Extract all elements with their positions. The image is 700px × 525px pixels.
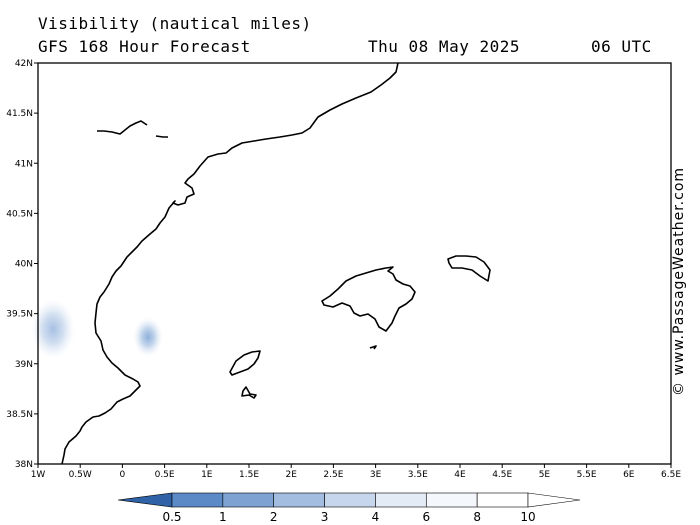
lon-tick-label: 4.5E: [492, 470, 512, 480]
lon-tick-label: 5E: [539, 470, 551, 480]
lat-tick-label: 41.5N: [6, 109, 33, 119]
lon-tick-label: 1.5E: [239, 470, 259, 480]
credit-text: © www.PassageWeather.com: [671, 166, 687, 396]
colorbar-label: 0.5: [162, 510, 181, 524]
mallorca-coastline: [321, 266, 416, 332]
lon-tick-label: 5.5E: [577, 470, 597, 480]
lat-tick-label: 40.5N: [6, 209, 33, 219]
colorbar-min-arrow: [117, 492, 173, 508]
colorbar: 0.5 1 2 3 4 6 8 10: [117, 492, 581, 524]
lon-tick-label: 0.5E: [155, 470, 175, 480]
columbretes-coastline: [97, 120, 148, 135]
latitude-axis: 42N 41.5N 41N 40.5N 40N 39.5N 39N 38.5N 38N: [6, 59, 38, 470]
lat-tick-label: 39N: [15, 360, 33, 370]
lon-tick-label: 0: [120, 470, 126, 480]
low-visibility-area: [31, 299, 75, 359]
colorbar-label: 3: [321, 510, 329, 524]
forecast-date: Thu 08 May 2025: [368, 37, 520, 56]
colorbar-segment: [476, 492, 529, 508]
colorbar-label: 2: [270, 510, 278, 524]
lon-tick-label: 2E: [285, 470, 297, 480]
lon-tick-label: 3.5E: [408, 470, 428, 480]
model-label: GFS 168 Hour Forecast: [38, 37, 251, 56]
lon-tick-label: 6.5E: [661, 470, 681, 480]
colorbar-label: 1: [219, 510, 227, 524]
cabrera-coastline: [369, 345, 377, 350]
lat-tick-label: 38.5N: [6, 410, 33, 420]
colorbar-segment: [171, 492, 224, 508]
colorbar-label: 8: [473, 510, 481, 524]
chart-title: Visibility (nautical miles): [38, 14, 312, 33]
lat-tick-label: 40N: [15, 260, 33, 270]
ibiza-coastline: [229, 350, 261, 376]
colorbar-segment: [222, 492, 275, 508]
forecast-time: 06 UTC: [591, 37, 652, 56]
colorbar-segment: [425, 492, 478, 508]
lon-tick-label: 6E: [623, 470, 635, 480]
lat-tick-label: 42N: [15, 59, 33, 69]
menorca-coastline: [447, 255, 491, 282]
columbretes-coastline: [155, 135, 168, 138]
formentera-coastline: [241, 386, 257, 399]
colorbar-segment: [324, 492, 376, 508]
map-frame: [37, 62, 672, 465]
lon-tick-label: 2.5E: [323, 470, 343, 480]
colorbar-segment: [375, 492, 427, 508]
lon-tick-label: 1E: [201, 470, 213, 480]
lat-tick-label: 39.5N: [6, 310, 33, 320]
colorbar-max-arrow: [527, 492, 581, 508]
lon-tick-label: 0.5W: [69, 470, 92, 480]
colorbar-label: 4: [372, 510, 380, 524]
colorbar-label: 10: [520, 510, 535, 524]
low-visibility-area: [133, 317, 163, 357]
lon-tick-label: 3E: [370, 470, 382, 480]
lon-tick-label: 1W: [31, 470, 46, 480]
spain-coastline: [61, 62, 399, 465]
lat-tick-label: 41N: [15, 159, 33, 169]
lat-tick-label: 38N: [15, 460, 33, 470]
colorbar-segment: [273, 492, 325, 508]
colorbar-label: 6: [422, 510, 430, 524]
longitude-axis: 1W 0.5W 0 0.5E 1E 1.5E 2E 2.5E 3E 3.5E 4E 4.5E 5E 5.5…: [31, 464, 681, 480]
lon-tick-label: 4E: [454, 470, 466, 480]
